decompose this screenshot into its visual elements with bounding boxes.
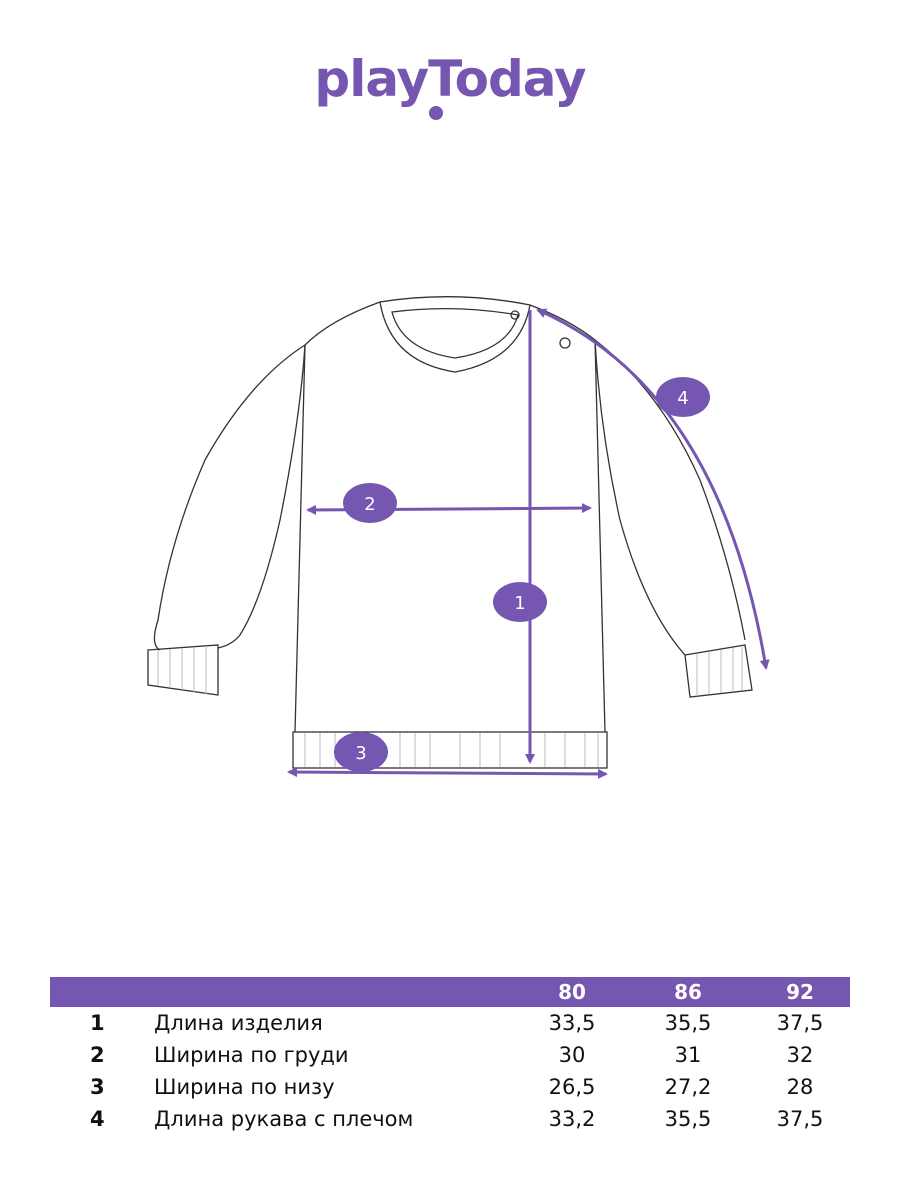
marker-label: 1: [514, 593, 525, 614]
logo-dot: [429, 106, 443, 120]
marker-3: [334, 732, 388, 772]
marker-1: [493, 582, 547, 622]
cell-value: 31: [674, 1043, 702, 1067]
cell-value: 33,2: [548, 1107, 596, 1131]
cell-value: 26,5: [548, 1075, 596, 1099]
marker-label: 3: [355, 743, 366, 764]
marker-label: 4: [677, 388, 688, 409]
size-header: 92: [786, 980, 814, 1004]
size-table: 80 86 92 1 Длина изделия 33,5 35,5 37,5 …: [50, 977, 850, 1135]
cell-value: 37,5: [776, 1107, 824, 1131]
size-header: 80: [558, 980, 586, 1004]
cell-value: 27,2: [664, 1075, 712, 1099]
marker-4: [656, 377, 710, 417]
cell-value: 30: [558, 1043, 586, 1067]
cell-value: 32: [786, 1043, 814, 1067]
brand-logo: playToday: [314, 50, 586, 108]
cell-value: 28: [786, 1075, 814, 1099]
size-table-header: 80 86 92: [50, 977, 850, 1007]
row-label: Ширина по низу: [154, 1075, 335, 1099]
row-number: 2: [90, 1043, 105, 1067]
cell-value: 33,5: [548, 1011, 596, 1035]
table-row: 1 Длина изделия 33,5 35,5 37,5: [50, 1007, 850, 1039]
rib-lines: [157, 646, 743, 767]
size-header: 86: [674, 980, 702, 1004]
marker-label: 2: [364, 494, 375, 515]
marker-2: [343, 483, 397, 523]
row-label: Длина изделия: [154, 1011, 323, 1035]
table-row: 4 Длина рукава с плечом 33,2 35,5 37,5: [50, 1103, 850, 1135]
sweater-outline: [147, 296, 753, 769]
cell-value: 35,5: [664, 1107, 712, 1131]
measure-markers: 1 2 3 4: [334, 377, 710, 772]
row-label: Ширина по груди: [154, 1043, 349, 1067]
cell-value: 37,5: [776, 1011, 824, 1035]
measure-line-3: [287, 767, 608, 779]
row-number: 4: [90, 1107, 105, 1131]
cell-value: 35,5: [664, 1011, 712, 1035]
row-number: 3: [90, 1075, 105, 1099]
table-row: 3 Ширина по низу 26,5 27,2 28: [50, 1071, 850, 1103]
measure-line-4: [536, 308, 770, 670]
table-row: 2 Ширина по груди 30 31 32: [50, 1039, 850, 1071]
row-number: 1: [90, 1011, 105, 1035]
row-label: Длина рукава с плечом: [154, 1107, 414, 1131]
